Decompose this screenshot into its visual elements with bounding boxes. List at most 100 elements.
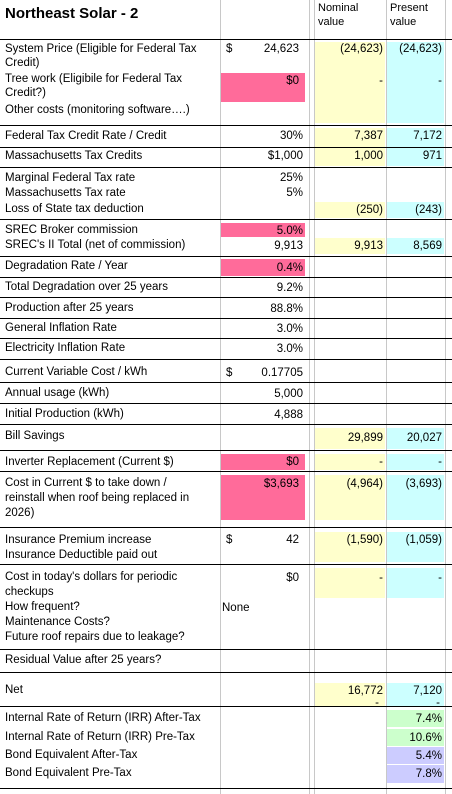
row-label-insurance-premium: Insurance Premium increase [5, 534, 152, 546]
system-price-present: (24,623) [399, 43, 442, 55]
degradation-input-cell[interactable]: 0.4% [276, 262, 303, 274]
cell-fill-pink [221, 73, 305, 102]
net-present: 7,120 [413, 685, 442, 697]
present-fill [387, 42, 444, 123]
roof-cost-nominal: (4,964) [346, 478, 383, 490]
how-frequent-value[interactable]: None [222, 602, 250, 614]
row-separator [0, 277, 452, 278]
variable-cost-value[interactable]: 0.17705 [261, 367, 303, 379]
general-inflation-value[interactable]: 3.0% [276, 323, 303, 335]
row-label-net: Net [5, 684, 23, 696]
present-fill [387, 454, 444, 470]
inverter-nominal: - [379, 456, 383, 468]
loss-state-nominal: (250) [356, 204, 383, 216]
row-label-checkups: Cost in today's dollars for periodic [5, 571, 178, 583]
row-label-future-roof: Future roof repairs due to leakage? [5, 631, 185, 643]
federal-tax-credit-nominal: 7,387 [354, 130, 383, 142]
electricity-inflation-value[interactable]: 3.0% [276, 343, 303, 355]
net-nominal-dash: - [375, 697, 379, 709]
bond-fill [387, 765, 444, 783]
cell-fill-pink [221, 259, 305, 276]
ma-tax-credits-value[interactable]: $1,000 [267, 150, 303, 162]
irr-after-tax-value: 7.4% [415, 713, 442, 725]
insurance-premium-value[interactable]: 42 [286, 534, 299, 546]
nominal-fill [315, 428, 385, 449]
nominal-fill [315, 42, 385, 123]
row-label-bond-pre-tax: Bond Equivalent Pre-Tax [5, 767, 132, 779]
row-label-initial-production: Initial Production (kWh) [5, 408, 124, 420]
column-gridline [445, 0, 446, 794]
row-label-annual-usage: Annual usage (kWh) [5, 387, 110, 399]
present-header-line2: value [390, 16, 417, 28]
annual-usage-value[interactable]: 5,000 [274, 388, 303, 400]
row-separator [0, 527, 452, 528]
row-label-how-frequent: How frequent? [5, 601, 80, 613]
column-gridline [314, 0, 315, 794]
nominal-fill [315, 454, 385, 470]
cell-fill-pink [221, 475, 305, 520]
present-fill [387, 683, 444, 707]
bond-after-tax-value: 5.4% [415, 750, 442, 762]
row-label-degradation: Degradation Rate / Year [5, 260, 128, 272]
row-separator [0, 649, 452, 650]
currency-symbol: $ [226, 43, 233, 55]
checkups-value[interactable]: $0 [286, 572, 299, 584]
row-label-other-costs: Other costs (monitoring software….) [5, 104, 190, 116]
total-degradation-value: 9.2% [276, 282, 303, 294]
insurance-premium-present: (1,059) [405, 534, 442, 546]
federal-tax-credit-rate[interactable]: 30% [279, 130, 303, 142]
srec-total-nominal: 9,913 [354, 240, 383, 252]
initial-production-value[interactable]: 4,888 [274, 409, 303, 421]
system-price-input-cell[interactable]: 24,623 [263, 43, 299, 55]
present-fill [387, 532, 444, 562]
row-separator [0, 147, 452, 148]
row-separator [0, 125, 452, 126]
system-price-nominal: (24,623) [340, 43, 383, 55]
row-label-system-price-cont: Credit) [5, 57, 40, 69]
row-label-production-25: Production after 25 years [5, 302, 134, 314]
present-fill [387, 238, 444, 254]
currency-symbol: $ [226, 534, 233, 546]
nominal-fill [315, 475, 385, 520]
bill-savings-nominal: 29,899 [347, 432, 383, 444]
row-separator [0, 297, 452, 298]
row-separator [0, 338, 452, 339]
inverter-present: - [438, 456, 442, 468]
row-separator [0, 471, 452, 472]
bond-fill [387, 747, 444, 764]
loss-state-present: (243) [415, 204, 442, 216]
checkups-present: - [438, 572, 442, 584]
row-label-variable-cost: Current Variable Cost / kWh [5, 366, 148, 378]
row-separator [0, 403, 452, 404]
irr-fill [387, 710, 444, 727]
marginal-federal-value[interactable]: 25% [279, 172, 303, 184]
present-fill [387, 202, 444, 218]
nominal-fill [315, 683, 385, 707]
row-label-srec-broker: SREC Broker commission [5, 224, 138, 236]
row-label-inverter: Inverter Replacement (Current $) [5, 456, 174, 468]
tree-work-nominal: - [379, 75, 383, 87]
nominal-fill [315, 202, 385, 218]
row-separator [0, 450, 452, 451]
row-separator [0, 359, 452, 360]
roof-cost-input-cell[interactable]: $3,693 [263, 478, 299, 490]
bill-savings-present: 20,027 [406, 432, 442, 444]
column-gridline [309, 0, 310, 794]
nominal-fill [315, 532, 385, 562]
irr-fill [387, 729, 444, 746]
inverter-input-cell[interactable]: $0 [286, 456, 299, 468]
row-label-loss-state-deduction: Loss of State tax deduction [5, 203, 144, 215]
srec-total-value: 9,913 [274, 240, 303, 252]
present-header-line1: Present [390, 2, 428, 14]
srec-broker-input-cell[interactable]: 5.0% [276, 225, 303, 237]
bond-pre-tax-value: 7.8% [415, 768, 442, 780]
ma-tax-rate-value[interactable]: 5% [286, 187, 303, 199]
row-label-general-inflation: General Inflation Rate [5, 322, 117, 334]
tree-work-input-cell[interactable]: $0 [286, 75, 299, 87]
row-label-tree-work: Tree work (Eligibile for Federal Tax [5, 73, 183, 85]
ma-tax-credits-present: 971 [422, 150, 442, 162]
present-fill [387, 475, 444, 520]
nominal-header-line2: value [318, 16, 345, 28]
row-label-ma-tax-credits: Massachusetts Tax Credits [5, 150, 143, 162]
